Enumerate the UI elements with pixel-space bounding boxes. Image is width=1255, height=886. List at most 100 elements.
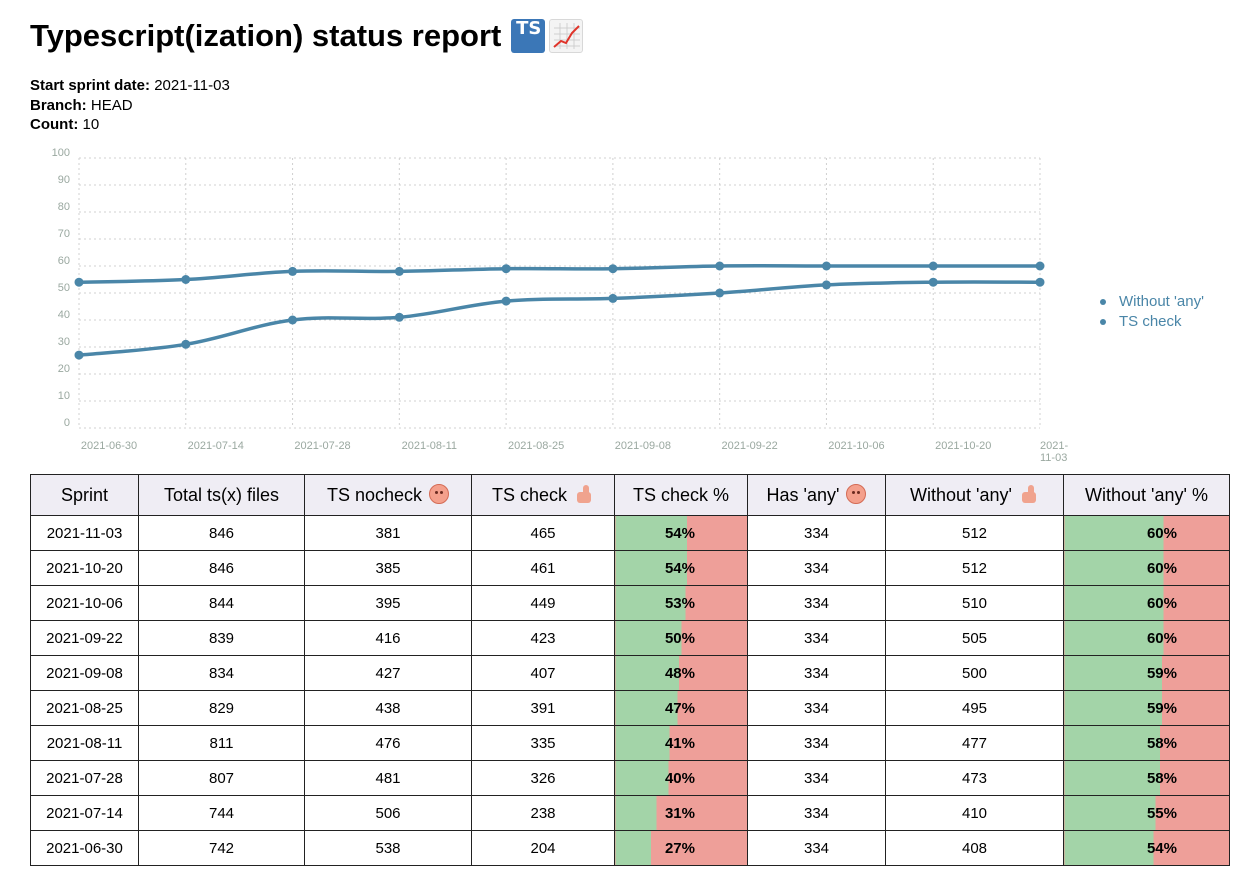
cell-total: 839: [138, 620, 305, 656]
cell-has-any: 334: [747, 795, 886, 831]
series-line: [78, 264, 1040, 284]
meta-branch-value: HEAD: [90, 96, 133, 114]
x-tick-label: 2021-11-03: [1040, 440, 1068, 464]
line-chart: 0 10 20 30 40 50 60 70 80 90 100 2021-06-30 2021-07-…: [52, 147, 1069, 464]
meta-count-value: 10: [82, 116, 100, 133]
legend-dot-icon: [1100, 299, 1106, 305]
y-tick-label: 60: [58, 255, 70, 267]
cell-check-pct: 54%: [614, 550, 748, 586]
x-tick-label: 2021-09-08: [615, 440, 671, 452]
cell-sprint: 2021-11-03: [30, 515, 139, 551]
cell-sprint: 2021-10-20: [30, 550, 139, 586]
column-header-label: TS nocheck: [326, 485, 423, 505]
chart-grid: [78, 157, 1041, 429]
cell-sprint: 2021-08-25: [30, 690, 139, 726]
y-tick-label: 40: [58, 309, 70, 321]
cell-without-pct: 54%: [1063, 830, 1230, 866]
data-point: [1035, 277, 1045, 287]
y-tick-label: 90: [58, 174, 70, 186]
table-row: 2021-07-14 744 506 238 31% 334 410 55%: [30, 795, 1230, 831]
cell-check: 465: [471, 515, 615, 551]
legend-label: Without 'any': [1119, 293, 1204, 310]
cell-nocheck: 385: [304, 550, 472, 586]
column-header-label: TS check: [491, 485, 567, 505]
column-header: Total ts(x) files: [138, 474, 305, 516]
cell-without-any: 505: [885, 620, 1064, 656]
cell-sprint: 2021-07-28: [30, 760, 139, 796]
cell-without-any: 500: [885, 655, 1064, 691]
column-header: TS check %: [614, 474, 748, 516]
data-point: [715, 261, 725, 271]
cell-check: 238: [471, 795, 615, 831]
cell-without-any: 495: [885, 690, 1064, 726]
meta-count: Count: 10: [30, 115, 230, 135]
cell-without-any: 510: [885, 585, 1064, 621]
cell-without-pct: 59%: [1063, 655, 1230, 691]
y-tick-label: 0: [64, 417, 70, 429]
cell-without-any: 473: [885, 760, 1064, 796]
cell-has-any: 334: [747, 760, 886, 796]
cell-total: 811: [138, 725, 305, 761]
cell-total: 844: [138, 585, 305, 621]
column-header-label: Has 'any': [766, 485, 840, 505]
cell-nocheck: 395: [304, 585, 472, 621]
table-row: 2021-10-20 846 385 461 54% 334 512 60%: [30, 550, 1230, 586]
column-header-label: Total ts(x) files: [163, 484, 280, 505]
thumbs-up-icon: [1019, 484, 1039, 504]
cell-without-pct: 55%: [1063, 795, 1230, 831]
series-line: [78, 280, 1041, 357]
cell-check-pct: 48%: [614, 655, 748, 691]
table-row: 2021-11-03 846 381 465 54% 334 512 60%: [30, 515, 1230, 551]
report-meta: Start sprint date: 2021-11-03 Branch: HE…: [30, 76, 230, 135]
cell-without-any: 410: [885, 795, 1064, 831]
sad-face-icon: [846, 484, 867, 504]
x-tick-label: 2021-07-14: [188, 440, 244, 452]
data-point: [74, 277, 84, 287]
chart-increasing-icon: [549, 19, 584, 53]
cell-without-pct: 60%: [1063, 620, 1230, 656]
column-header: Has 'any': [747, 474, 886, 516]
cell-total: 744: [138, 795, 305, 831]
data-point: [608, 264, 618, 274]
y-tick-label: 70: [58, 228, 70, 240]
meta-start-sprint-value: 2021-11-03: [154, 77, 230, 94]
cell-nocheck: 427: [304, 655, 472, 691]
cell-without-pct: 60%: [1063, 550, 1230, 586]
cell-check-pct: 53%: [614, 585, 748, 621]
table-row: 2021-09-22 839 416 423 50% 334 505 60%: [30, 620, 1230, 656]
table-header-row: Sprint Total ts(x) files TS nocheck TS che…: [30, 474, 1230, 516]
legend-item[interactable]: TS check: [1100, 312, 1204, 332]
cell-without-pct: 60%: [1063, 585, 1230, 621]
data-point: [74, 350, 84, 360]
cell-check: 326: [471, 760, 615, 796]
cell-total: 742: [138, 830, 305, 866]
column-header-label: Without 'any': [910, 485, 1012, 505]
cell-has-any: 334: [747, 585, 886, 621]
meta-start-sprint-label: Start sprint date:: [30, 77, 151, 94]
cell-without-any: 512: [885, 515, 1064, 551]
cell-sprint: 2021-10-06: [30, 585, 139, 621]
cell-has-any: 334: [747, 550, 886, 586]
cell-nocheck: 438: [304, 690, 472, 726]
y-tick-label: 20: [58, 363, 70, 375]
data-point: [1035, 261, 1045, 271]
legend-item[interactable]: Without 'any': [1100, 292, 1204, 312]
data-point: [928, 261, 938, 271]
series-without-any: [74, 261, 1045, 287]
cell-has-any: 334: [747, 620, 886, 656]
table-row: 2021-10-06 844 395 449 53% 334 510 60%: [30, 585, 1230, 621]
cell-has-any: 334: [747, 725, 886, 761]
cell-without-pct: 58%: [1063, 760, 1230, 796]
cell-nocheck: 476: [304, 725, 472, 761]
table-row: 2021-06-30 742 538 204 27% 334 408 54%: [30, 830, 1230, 866]
data-point: [608, 293, 618, 303]
cell-check-pct: 54%: [614, 515, 748, 551]
y-tick-label: 100: [52, 147, 70, 159]
page-title: Typescript(ization) status report TS: [30, 14, 584, 58]
series-ts-check: [74, 277, 1045, 360]
cell-has-any: 334: [747, 830, 886, 866]
cell-total: 846: [138, 515, 305, 551]
x-tick-label: 2021-09-22: [722, 440, 778, 452]
meta-start-sprint: Start sprint date: 2021-11-03: [30, 76, 230, 96]
data-point: [394, 266, 404, 276]
